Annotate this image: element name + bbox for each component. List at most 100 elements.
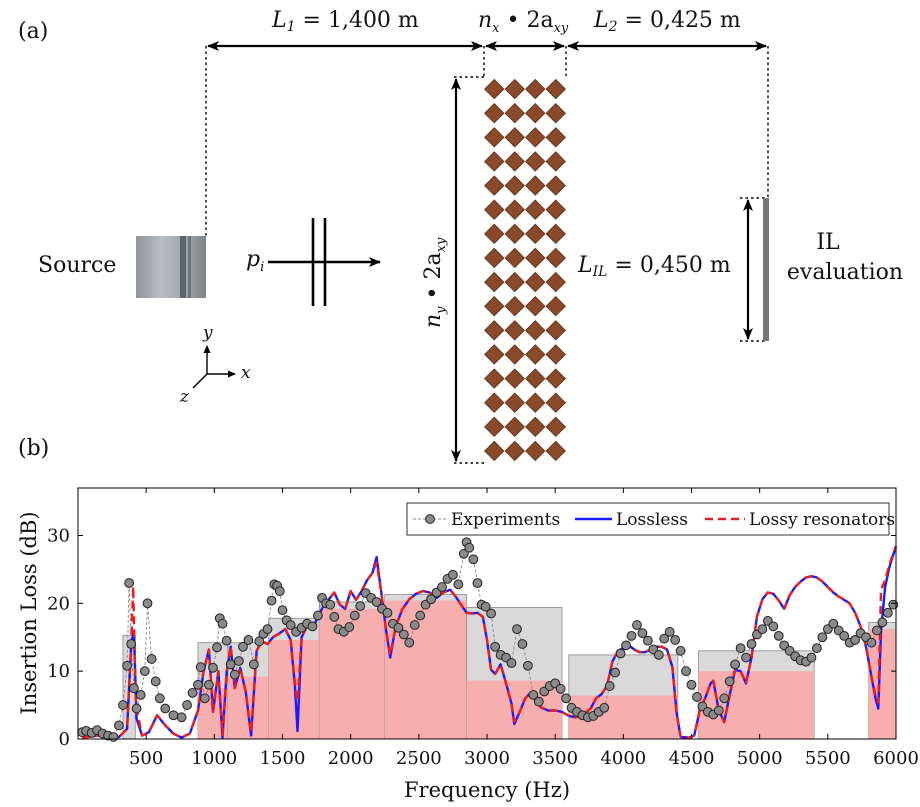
experiment-point (108, 732, 119, 742)
x-tick-label: 2000 (328, 748, 374, 769)
scatterer (504, 247, 525, 269)
experiment-point (122, 660, 132, 671)
experiment-point (142, 598, 153, 609)
scatterer (504, 344, 525, 365)
y-tick-label: 10 (47, 661, 70, 682)
scatterer (545, 151, 566, 172)
experiment-point (131, 703, 142, 714)
experiment-point (555, 683, 566, 694)
experiment-point (393, 622, 404, 633)
experiment-point (398, 629, 409, 640)
experiment-point (238, 641, 248, 652)
scatterer (484, 247, 505, 269)
experiment-point (486, 608, 496, 619)
scatterer (525, 295, 546, 317)
y-axis-label: Insertion Loss (dB) (17, 511, 41, 714)
experiment-point (561, 693, 571, 704)
scatterer (545, 78, 566, 100)
experiment-point (229, 669, 240, 680)
experiment-point (839, 630, 850, 641)
scatterer (504, 368, 525, 389)
experiment-point (262, 624, 273, 635)
scatterer (525, 78, 546, 100)
panel-a-schematic: (a) L1 = 1,400 m nx • 2axy L (18, 8, 903, 464)
experiment-point (806, 652, 817, 663)
experiment-point (199, 693, 210, 704)
experiment-point (195, 662, 206, 672)
scatterer (484, 102, 505, 124)
experiment-point (124, 578, 135, 588)
scatterer (545, 416, 566, 438)
scatterer (484, 151, 505, 172)
experiment-point (877, 617, 888, 628)
experiment-point (274, 586, 285, 597)
y-tick-label: 30 (47, 525, 70, 546)
experiment-point (533, 696, 544, 707)
incident-wave-label: pi (246, 247, 264, 275)
experiment-point (203, 679, 214, 690)
scatterer (504, 199, 525, 220)
scatterer (504, 151, 525, 172)
scatterer (484, 440, 505, 462)
scatterer (504, 102, 525, 124)
chart-ticks: 500 1000 1500 2000 2500 3000 3500 4000 4500 5000 5… (47, 488, 919, 769)
experiment-point (187, 687, 198, 698)
scatterer (504, 440, 525, 462)
scatterer (504, 223, 525, 245)
scatterer (504, 175, 525, 196)
experiment-point (404, 637, 415, 648)
experiment-point (176, 712, 187, 723)
experiment-point (872, 625, 882, 636)
experiment-point (642, 635, 653, 646)
scatterer (545, 392, 566, 413)
scatterer (525, 175, 546, 196)
scatterer (545, 271, 566, 293)
experiment-point (599, 702, 610, 713)
experiment-point (664, 626, 675, 637)
experiment-point (472, 578, 483, 588)
experiment-point (632, 620, 642, 630)
legend-label-experiments: Experiments (451, 510, 560, 530)
experiment-point (168, 710, 179, 721)
experiment-point (217, 618, 228, 629)
experiment-point (154, 693, 165, 704)
experiment-point (480, 601, 491, 612)
experiment-point (307, 621, 318, 632)
experiment-point (817, 632, 828, 643)
scatterer (525, 199, 546, 220)
experiment-point (426, 594, 437, 605)
experiment-point (724, 676, 735, 687)
experiment-point (637, 628, 648, 639)
scatterer (504, 416, 525, 438)
experiment-point (448, 569, 458, 580)
scatterer (484, 78, 505, 100)
axes-triad (192, 345, 236, 389)
panel-b-label: (b) (18, 436, 49, 461)
experiment-point (692, 692, 702, 702)
LIL-label: LIL = 0,450 m (577, 253, 731, 280)
experiment-point (150, 676, 161, 687)
chart-points (77, 537, 899, 742)
scatterer (484, 271, 505, 293)
experiment-point (355, 601, 366, 611)
experiment-point (409, 620, 420, 630)
experiment-point (517, 639, 528, 649)
experiment-point (254, 636, 265, 647)
scatterer (504, 271, 525, 293)
scatterer (484, 344, 505, 365)
scatterer (545, 102, 566, 124)
experiment-point (882, 607, 893, 618)
experiment-point (118, 700, 128, 710)
source-speaker (136, 236, 206, 298)
panel-a-label: (a) (18, 19, 48, 44)
axis-z-label: z (179, 387, 190, 407)
height-label: ny • 2axy (421, 237, 449, 328)
scatterer (525, 320, 546, 341)
experiment-point (686, 679, 697, 690)
x-tick-label: 1500 (260, 748, 306, 769)
scatterer (484, 320, 505, 341)
experiment-point (659, 633, 670, 644)
L1-label: L1 = 1,400 m (271, 8, 419, 35)
experiment-point (512, 624, 522, 635)
